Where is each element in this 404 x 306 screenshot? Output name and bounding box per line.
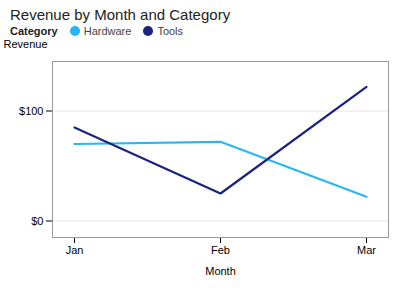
- html-text:Category: Category: [10, 25, 58, 37]
- svg-text:Month: Month: [205, 265, 236, 277]
- svg-text:$0: $0: [31, 215, 43, 227]
- svg-text:Revenue: Revenue: [4, 38, 48, 50]
- html-text:Tools: Tools: [157, 25, 184, 37]
- html-text:Hardware: Hardware: [83, 25, 132, 37]
- html-text:Revenue by Month and Category: Revenue by Month and Category: [10, 6, 231, 23]
- svg-text:$100: $100: [19, 105, 43, 117]
- svg-text:Mar: Mar: [357, 244, 376, 256]
- svg-text:Feb: Feb: [211, 244, 230, 256]
- svg-text:Jan: Jan: [66, 244, 84, 256]
